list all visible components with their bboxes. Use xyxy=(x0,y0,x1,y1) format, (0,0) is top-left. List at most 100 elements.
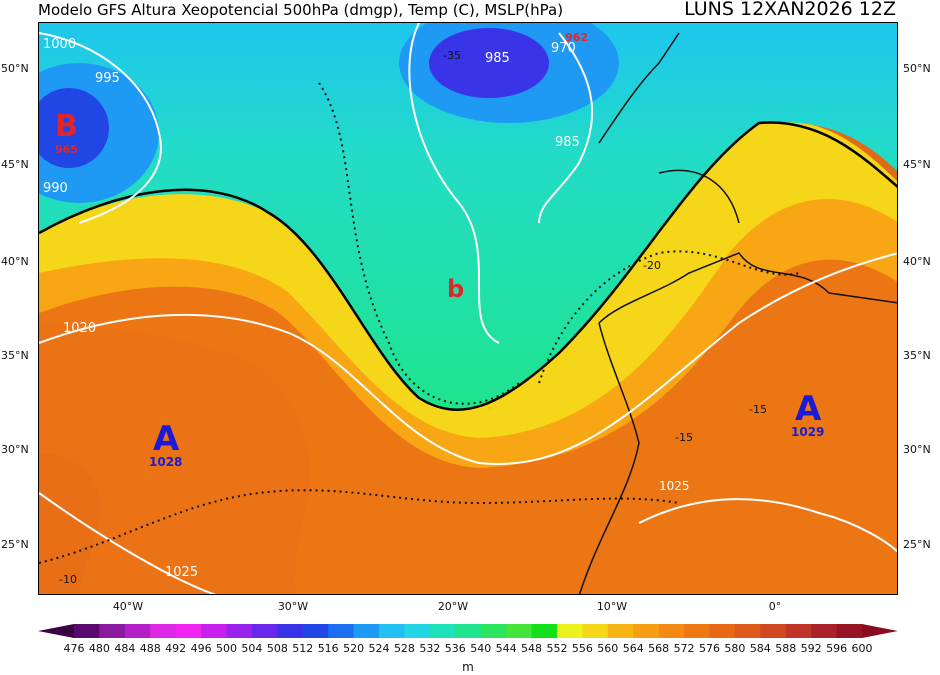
colorbar-tick-label: 592 xyxy=(800,642,822,655)
lat-label-25n-left: 25°N xyxy=(1,538,29,551)
colorbar-unit: m xyxy=(462,660,474,674)
colorbar-swatch xyxy=(277,624,304,638)
isobar-label-995: 995 xyxy=(95,71,120,86)
temp-label-minus35: -35 xyxy=(443,49,461,62)
isobar-label-985: 985 xyxy=(485,51,510,66)
colorbar-swatch xyxy=(556,624,583,638)
contour-552 xyxy=(39,121,897,411)
high-value-east: 1029 xyxy=(791,425,825,439)
isobar-label-1000: 1000 xyxy=(43,37,77,52)
coast-britain xyxy=(598,32,680,144)
colorbar-tick-label: 548 xyxy=(521,642,543,655)
field-low-nw-core xyxy=(39,88,109,168)
low-letter-trough: b xyxy=(447,275,465,303)
temp-label-minus20: -20 xyxy=(643,259,661,272)
colorbar-over-arrow xyxy=(862,624,898,638)
lat-label-40n-left: 40°N xyxy=(1,255,29,268)
temp-label-minus15: -15 xyxy=(675,431,693,444)
colorbar-tick-label: 552 xyxy=(546,642,568,655)
colorbar-swatch xyxy=(251,624,278,638)
weather-map[interactable]: 1000 995 990 985 970 985 1020 1025 1025 … xyxy=(38,22,898,595)
colorbar-tick-label: 588 xyxy=(775,642,797,655)
colorbar-tick-label: 600 xyxy=(851,642,873,655)
colorbar-swatch xyxy=(709,624,736,638)
colorbar-swatch xyxy=(379,624,405,638)
colorbar-tick-label: 504 xyxy=(241,642,263,655)
lat-label-25n-right: 25°N xyxy=(903,538,931,551)
colorbar-tick-label: 516 xyxy=(317,642,339,655)
lat-label-45n-left: 45°N xyxy=(1,158,29,171)
colorbar-swatch xyxy=(811,624,838,638)
lat-label-40n-right: 40°N xyxy=(903,255,931,268)
colorbar-under-arrow xyxy=(38,624,74,638)
isobar-label-990: 990 xyxy=(43,181,68,196)
lon-label-0: 0° xyxy=(768,600,782,613)
colorbar-swatch xyxy=(455,624,482,638)
lat-label-30n-left: 30°N xyxy=(1,443,29,456)
map-canvas xyxy=(39,23,897,594)
high-letter-east: A xyxy=(795,389,822,429)
lon-label-10w: 10°W xyxy=(596,600,628,613)
colorbar-swatch xyxy=(531,624,558,638)
colorbar-swatch xyxy=(658,624,685,638)
temperature-lines xyxy=(39,82,800,564)
colorbar-tick-label: 556 xyxy=(571,642,593,655)
colorbar-swatch xyxy=(633,624,660,638)
lat-label-45n-right: 45°N xyxy=(903,158,931,171)
colorbar-tick-label: 580 xyxy=(724,642,746,655)
colorbar-swatch xyxy=(684,624,710,638)
colorbar-tick-label: 596 xyxy=(826,642,848,655)
colorbar-tick-label: 544 xyxy=(495,642,517,655)
colorbar-tick-label: 480 xyxy=(88,642,110,655)
map-title: Modelo GFS Altura Xeopotencial 500hPa (d… xyxy=(38,1,564,19)
isobar-label-1020: 1020 xyxy=(63,321,97,336)
coast-iberia-north-africa xyxy=(598,252,897,324)
low-value-n: 962 xyxy=(565,31,588,44)
colorbar-swatch xyxy=(175,624,202,638)
colorbar-tick-label: 560 xyxy=(597,642,619,655)
colorbar xyxy=(38,624,898,638)
lon-label-30w: 30°W xyxy=(277,600,309,613)
colorbar-swatch xyxy=(328,624,355,638)
map-date: LUNS 12XAN2026 12Z xyxy=(684,0,896,20)
lat-label-50n-left: 50°N xyxy=(1,62,29,75)
lon-label-20w: 20°W xyxy=(437,600,469,613)
colorbar-swatch xyxy=(124,624,151,638)
low-value-nw: 965 xyxy=(55,143,78,156)
colorbar-swatch xyxy=(607,624,634,638)
colorbar-swatch xyxy=(582,624,609,638)
colorbar-tick-label: 536 xyxy=(444,642,466,655)
colorbar-swatch xyxy=(429,624,456,638)
colorbar-swatch xyxy=(150,624,177,638)
colorbar-tick-label: 576 xyxy=(698,642,720,655)
colorbar-tick-label: 528 xyxy=(393,642,415,655)
colorbar-swatch xyxy=(404,624,431,638)
colorbar-tick-label: 492 xyxy=(165,642,187,655)
low-letter-nw: B xyxy=(55,109,78,144)
colorbar-swatch xyxy=(353,624,380,638)
lat-label-35n-left: 35°N xyxy=(1,349,29,362)
high-letter-west: A xyxy=(153,419,180,459)
field-556 xyxy=(39,121,897,438)
colorbar-tick-label: 568 xyxy=(648,642,670,655)
colorbar-swatch xyxy=(760,624,787,638)
isobar-label-1025: 1025 xyxy=(165,565,199,580)
colorbar-swatch xyxy=(480,624,507,638)
colorbar-swatch xyxy=(836,624,863,638)
field-576 xyxy=(39,210,897,594)
colorbar-tick-label: 572 xyxy=(673,642,695,655)
colorbar-tick-label: 540 xyxy=(470,642,492,655)
colorbar-tick-label: 520 xyxy=(343,642,365,655)
field-low-n-core xyxy=(429,28,549,98)
colorbar-tick-label: 476 xyxy=(63,642,85,655)
colorbar-swatch xyxy=(99,624,126,638)
colorbar-tick-label: 564 xyxy=(622,642,644,655)
lat-label-30n-right: 30°N xyxy=(903,443,931,456)
isobar-label-970: 970 xyxy=(551,41,576,56)
high-value-west: 1028 xyxy=(149,455,183,469)
colorbar-tick-label: 500 xyxy=(216,642,238,655)
colorbar-swatch xyxy=(302,624,329,638)
isobar-label-990b: 985 xyxy=(555,135,580,150)
colorbar-tick-label: 496 xyxy=(190,642,212,655)
lat-label-35n-right: 35°N xyxy=(903,349,931,362)
